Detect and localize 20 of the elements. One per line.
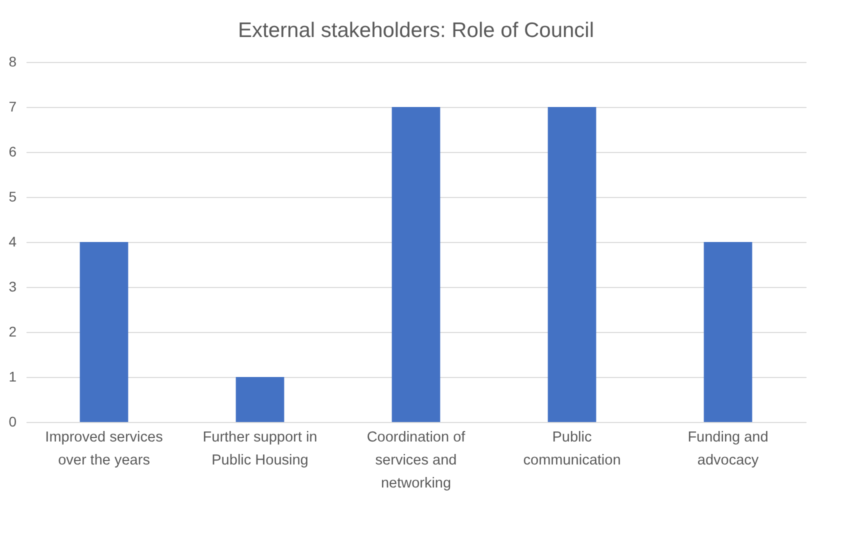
x-tick-label: Coordination of services and networking	[366, 430, 466, 492]
x-tick-label: Improved services over the years	[45, 430, 163, 468]
y-tick-label: 2	[8, 324, 17, 340]
y-tick-label: 7	[8, 98, 17, 114]
y-tick-label: 0	[8, 414, 17, 430]
bar	[392, 107, 440, 422]
y-tick-label: 6	[8, 144, 17, 160]
bar	[704, 242, 752, 422]
bar	[236, 377, 284, 422]
bar	[80, 242, 128, 422]
x-tick-label: Public communication	[523, 430, 621, 468]
y-tick-label: 1	[8, 368, 17, 384]
bar	[548, 107, 596, 422]
y-tick-label: 8	[8, 54, 17, 70]
y-tick-label: 5	[8, 188, 17, 204]
chart-title: External stakeholders: Role of Council	[238, 19, 594, 42]
x-tick-label: Further support in Public Housing	[202, 430, 318, 468]
y-tick-label: 4	[8, 234, 17, 250]
x-tick-label: Funding and advocacy	[688, 430, 768, 468]
y-tick-label: 3	[8, 278, 17, 294]
